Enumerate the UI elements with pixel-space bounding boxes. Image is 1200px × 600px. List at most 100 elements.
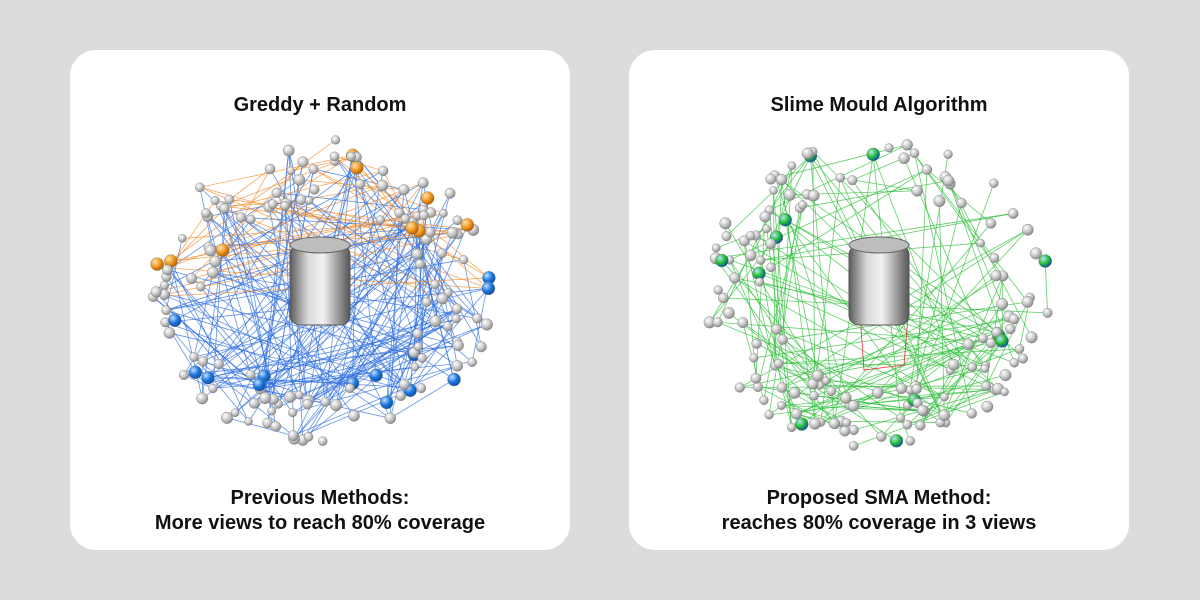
- viewpoint-node: [749, 353, 759, 363]
- viewpoint-node: [734, 382, 745, 393]
- viewpoint-node: [773, 358, 784, 369]
- selected-view-node: [447, 372, 461, 387]
- viewpoint-node: [811, 369, 824, 382]
- viewpoint-node: [989, 178, 999, 188]
- view-edge: [220, 205, 337, 406]
- viewpoint-node: [1025, 331, 1038, 344]
- view-edge: [349, 292, 449, 389]
- view-edge: [293, 365, 458, 436]
- view-edge: [853, 405, 925, 412]
- selected-view-node: [369, 368, 383, 382]
- viewpoint-node: [414, 259, 425, 270]
- viewpoint-node: [189, 352, 199, 362]
- viewpoint-node: [764, 410, 774, 420]
- viewpoint-node: [911, 184, 923, 197]
- viewpoint-node: [916, 404, 929, 417]
- view-edge: [413, 224, 468, 353]
- view-edge: [293, 284, 436, 440]
- view-edge: [386, 189, 405, 403]
- greedy-random-viewpoint-graph: [148, 135, 496, 446]
- view-edge: [852, 180, 986, 369]
- viewpoint-node: [439, 209, 448, 218]
- caption-detail: reaches 80% coverage in 3 views: [721, 512, 1037, 534]
- viewpoint-node: [1021, 223, 1034, 236]
- view-edge: [268, 156, 352, 208]
- viewpoint-node: [413, 342, 423, 352]
- viewpoint-node: [809, 417, 821, 430]
- viewpoint-node: [905, 436, 915, 446]
- viewpoint-node: [895, 382, 907, 394]
- viewpoint-node: [788, 387, 801, 399]
- viewpoint-node: [177, 233, 187, 243]
- viewpoint-node: [902, 420, 912, 430]
- sma-viewpoint-graph: [703, 139, 1053, 451]
- viewpoint-node: [430, 279, 440, 290]
- viewpoint-node: [219, 203, 230, 214]
- viewpoint-node: [759, 395, 769, 405]
- view-edge: [226, 417, 294, 436]
- viewpoint-node: [267, 199, 278, 210]
- viewpoint-node: [999, 369, 1012, 382]
- viewpoint-node: [345, 383, 355, 394]
- viewpoint-node: [294, 390, 304, 400]
- viewpoint-node: [295, 194, 307, 206]
- viewpoint-node: [221, 411, 233, 424]
- viewpoint-node: [424, 226, 436, 238]
- viewpoint-node: [201, 208, 211, 219]
- selected-view-node: [188, 365, 203, 379]
- viewpoint-node: [150, 286, 162, 298]
- view-edge: [155, 291, 220, 365]
- viewpoint-node: [452, 215, 463, 226]
- viewpoint-node: [287, 430, 299, 441]
- view-edge: [169, 332, 411, 391]
- viewpoint-node: [330, 399, 343, 412]
- viewpoint-node: [775, 173, 788, 186]
- view-edge: [770, 169, 928, 268]
- viewpoint-node: [452, 339, 464, 352]
- viewpoint-node: [1000, 387, 1009, 397]
- viewpoint-node: [938, 409, 950, 422]
- view-edge: [729, 259, 803, 425]
- selected-view-node: [215, 243, 230, 257]
- view-edge: [205, 213, 252, 375]
- view-edge: [259, 374, 377, 386]
- viewpoint-node: [765, 173, 777, 185]
- viewpoint-node: [417, 177, 429, 189]
- viewpoint-node: [394, 207, 405, 218]
- viewpoint-node: [980, 364, 990, 374]
- viewpoint-node: [801, 147, 814, 160]
- can-lid: [848, 236, 910, 254]
- viewpoint-node: [835, 172, 846, 183]
- viewpoint-node: [308, 164, 319, 175]
- viewpoint-node: [745, 231, 756, 241]
- selected-view-node: [995, 334, 1009, 348]
- viewpoint-node: [978, 333, 988, 343]
- view-edge: [199, 154, 353, 188]
- can-lid: [289, 236, 351, 254]
- viewpoint-node: [808, 189, 820, 202]
- viewpoint-node: [848, 441, 859, 451]
- viewpoint-node: [302, 398, 313, 410]
- viewpoint-node: [472, 313, 483, 324]
- view-edge: [729, 169, 928, 261]
- view-edge: [909, 343, 969, 391]
- viewpoint-node: [400, 213, 411, 224]
- view-edge: [813, 177, 841, 396]
- viewpoint-node: [419, 210, 429, 221]
- viewpoint-node: [186, 272, 198, 284]
- viewpoint-node: [828, 417, 840, 430]
- viewpoint-node: [876, 431, 887, 442]
- view-edge: [313, 168, 400, 214]
- viewpoint-node: [245, 369, 256, 380]
- viewpoint-node: [884, 143, 894, 153]
- viewpoint-node: [755, 277, 765, 287]
- viewpoint-node: [737, 317, 749, 329]
- viewpoint-node: [411, 248, 423, 260]
- viewpoint-node: [304, 196, 314, 205]
- viewpoint-node: [162, 264, 173, 276]
- viewpoint-node: [771, 324, 782, 335]
- view-edge: [166, 309, 405, 385]
- viewpoint-node: [783, 188, 796, 201]
- viewpoint-node: [303, 432, 314, 442]
- panel-title: Greddy + Random: [233, 94, 407, 116]
